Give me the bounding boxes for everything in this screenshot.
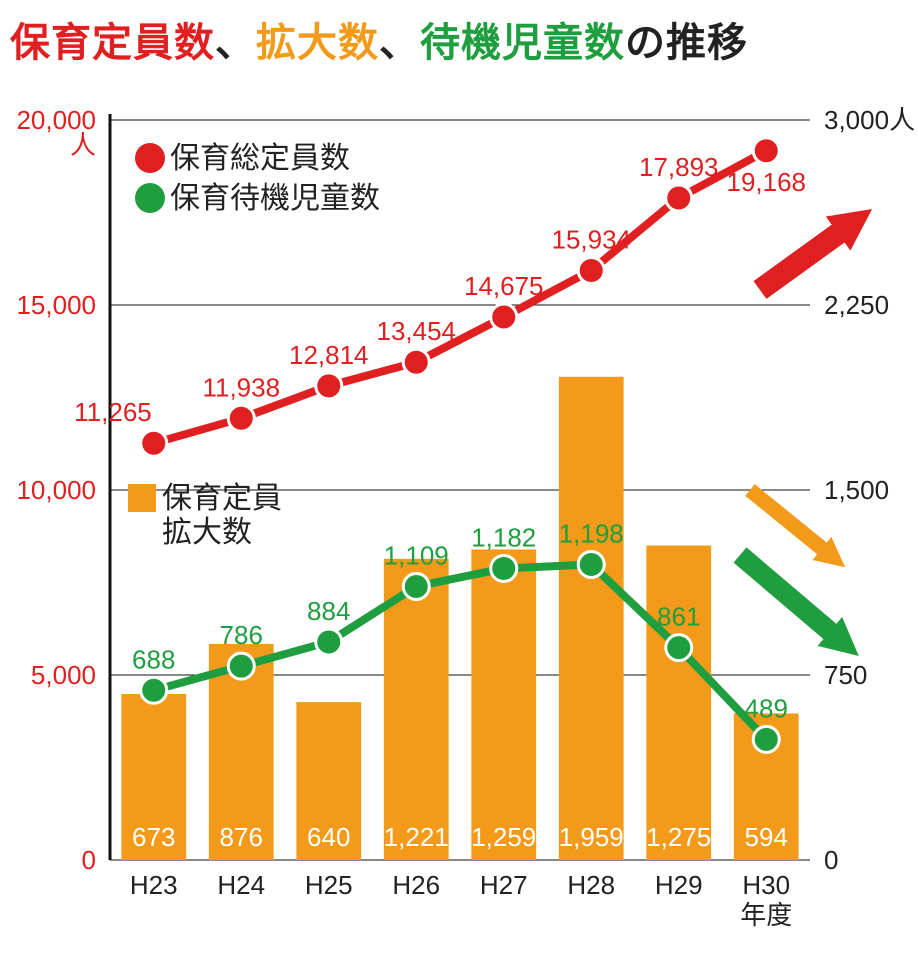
right-axis-tick: 1,500 — [824, 475, 889, 505]
left-axis-tick: 15,000 — [16, 290, 96, 320]
total-capacity-marker — [316, 373, 342, 399]
left-axis-tick: 5,000 — [31, 660, 96, 690]
x-category-label: H24 — [217, 870, 265, 900]
total-capacity-value-label: 14,675 — [464, 271, 544, 301]
waiting-children-marker — [141, 677, 167, 703]
title-fragment: 、 — [379, 21, 420, 65]
waiting-children-value-label: 688 — [132, 644, 175, 674]
waiting-children-value-label: 1,198 — [559, 518, 624, 548]
waiting-children-marker — [666, 635, 692, 661]
total-capacity-value-label: 11,265 — [74, 397, 152, 427]
waiting-children-value-label: 861 — [657, 602, 700, 632]
x-category-label: H30 — [742, 870, 790, 900]
legend-red-label: 保育総定員数 — [170, 142, 350, 175]
waiting-children-marker — [403, 573, 429, 599]
waiting-children-marker — [578, 551, 604, 577]
bar-value-label: 673 — [132, 822, 175, 852]
waiting-children-marker — [316, 629, 342, 655]
right-axis-tick: 0 — [824, 845, 838, 875]
waiting-children-value-label: 884 — [307, 596, 350, 626]
legend-bar-label: 保育定員 — [162, 482, 282, 515]
total-capacity-value-label: 13,454 — [376, 316, 456, 346]
waiting-children-marker — [753, 726, 779, 752]
left-axis-tick: 0 — [82, 845, 96, 875]
total-capacity-marker — [228, 405, 254, 431]
title-fragment: の推移 — [625, 21, 748, 65]
right-axis-tick: 3,000人 — [824, 105, 915, 135]
total-capacity-marker — [491, 304, 517, 330]
bar-value-label: 1,221 — [384, 822, 449, 852]
bar — [559, 377, 624, 860]
trend-arrow-green — [740, 555, 840, 640]
total-capacity-value-label: 17,893 — [639, 152, 719, 182]
bar-value-label: 594 — [745, 822, 788, 852]
title-fragment: 保育定員数 — [10, 21, 215, 65]
total-capacity-marker — [141, 430, 167, 456]
x-category-label: H27 — [480, 870, 528, 900]
left-axis-tick: 10,000 — [16, 475, 96, 505]
bar-value-label: 1,959 — [559, 822, 624, 852]
trend-arrow-red — [760, 225, 850, 290]
legend-green-dot — [135, 183, 165, 213]
legend-bar-swatch — [128, 484, 156, 512]
title-fragment: 待機児童数 — [420, 21, 625, 65]
right-axis-tick: 750 — [824, 660, 867, 690]
x-category-label: H23 — [130, 870, 178, 900]
bar-value-label: 876 — [220, 822, 263, 852]
waiting-children-value-label: 786 — [220, 620, 263, 650]
x-category-label: H26 — [392, 870, 440, 900]
combo-chart: 05,00010,00015,00020,000人07501,5002,2503… — [0, 0, 918, 958]
bar-value-label: 640 — [307, 822, 350, 852]
x-category-label: H28 — [567, 870, 615, 900]
right-axis-tick: 2,250 — [824, 290, 889, 320]
x-axis-suffix: 年度 — [740, 900, 792, 930]
total-capacity-marker — [578, 257, 604, 283]
legend-green-label: 保育待機児童数 — [170, 182, 380, 215]
total-capacity-marker — [403, 349, 429, 375]
waiting-children-value-label: 1,182 — [471, 522, 536, 552]
total-capacity-value-label: 19,168 — [726, 167, 806, 197]
total-capacity-value-label: 11,938 — [202, 372, 280, 402]
bar-value-label: 1,259 — [471, 822, 536, 852]
total-capacity-marker — [666, 185, 692, 211]
title-fragment: 拡大数 — [256, 21, 379, 65]
trend-arrow-orange — [750, 490, 830, 555]
bar — [646, 546, 711, 861]
total-capacity-value-label: 15,934 — [551, 224, 631, 254]
x-category-label: H25 — [305, 870, 353, 900]
legend-bar-label: 拡大数 — [162, 516, 252, 549]
left-axis-unit: 人 — [70, 130, 96, 160]
legend-red-dot — [135, 143, 165, 173]
waiting-children-marker — [228, 653, 254, 679]
bar-value-label: 1,275 — [646, 822, 711, 852]
bar — [471, 549, 536, 860]
x-category-label: H29 — [655, 870, 703, 900]
waiting-children-value-label: 489 — [745, 693, 788, 723]
title-fragment: 、 — [215, 21, 256, 65]
chart-title: 保育定員数、拡大数、待機児童数の推移 — [10, 10, 748, 68]
total-capacity-marker — [753, 138, 779, 164]
total-capacity-value-label: 12,814 — [289, 340, 369, 370]
waiting-children-marker — [491, 555, 517, 581]
waiting-children-value-label: 1,109 — [384, 540, 449, 570]
